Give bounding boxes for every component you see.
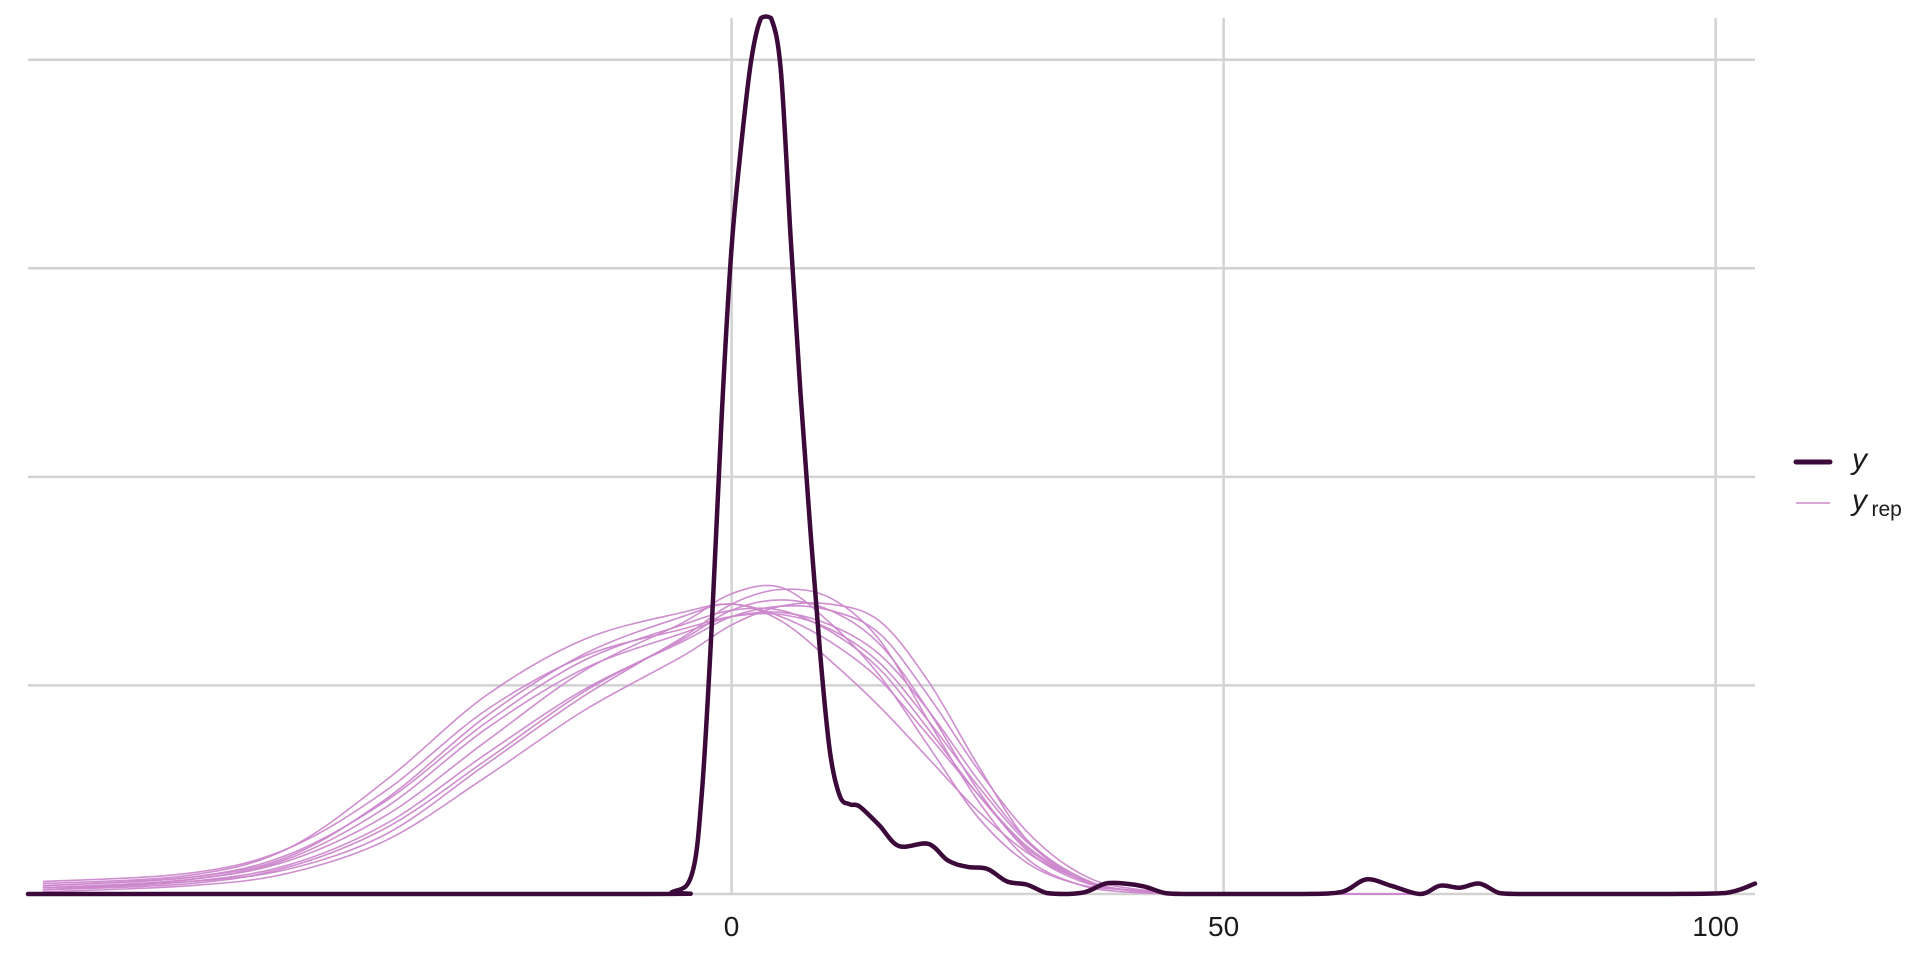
grid-layer	[28, 18, 1755, 896]
legend-yrep-base: y	[1850, 484, 1869, 517]
y-line	[25, 14, 1758, 897]
x-tick-label-2: 100	[1692, 911, 1739, 942]
y-line-layer	[25, 14, 1758, 897]
x-tick-label-1: 50	[1208, 911, 1239, 942]
legend-yrep-subscript: rep	[1871, 498, 1901, 521]
legend-yrep-label: y rep	[1850, 484, 1902, 521]
legend-y-label: y	[1850, 443, 1869, 476]
x-tick-label-0: 0	[724, 911, 740, 942]
legend: y y rep	[1793, 443, 1902, 521]
x-tick-labels: 0 50 100	[724, 911, 1739, 942]
